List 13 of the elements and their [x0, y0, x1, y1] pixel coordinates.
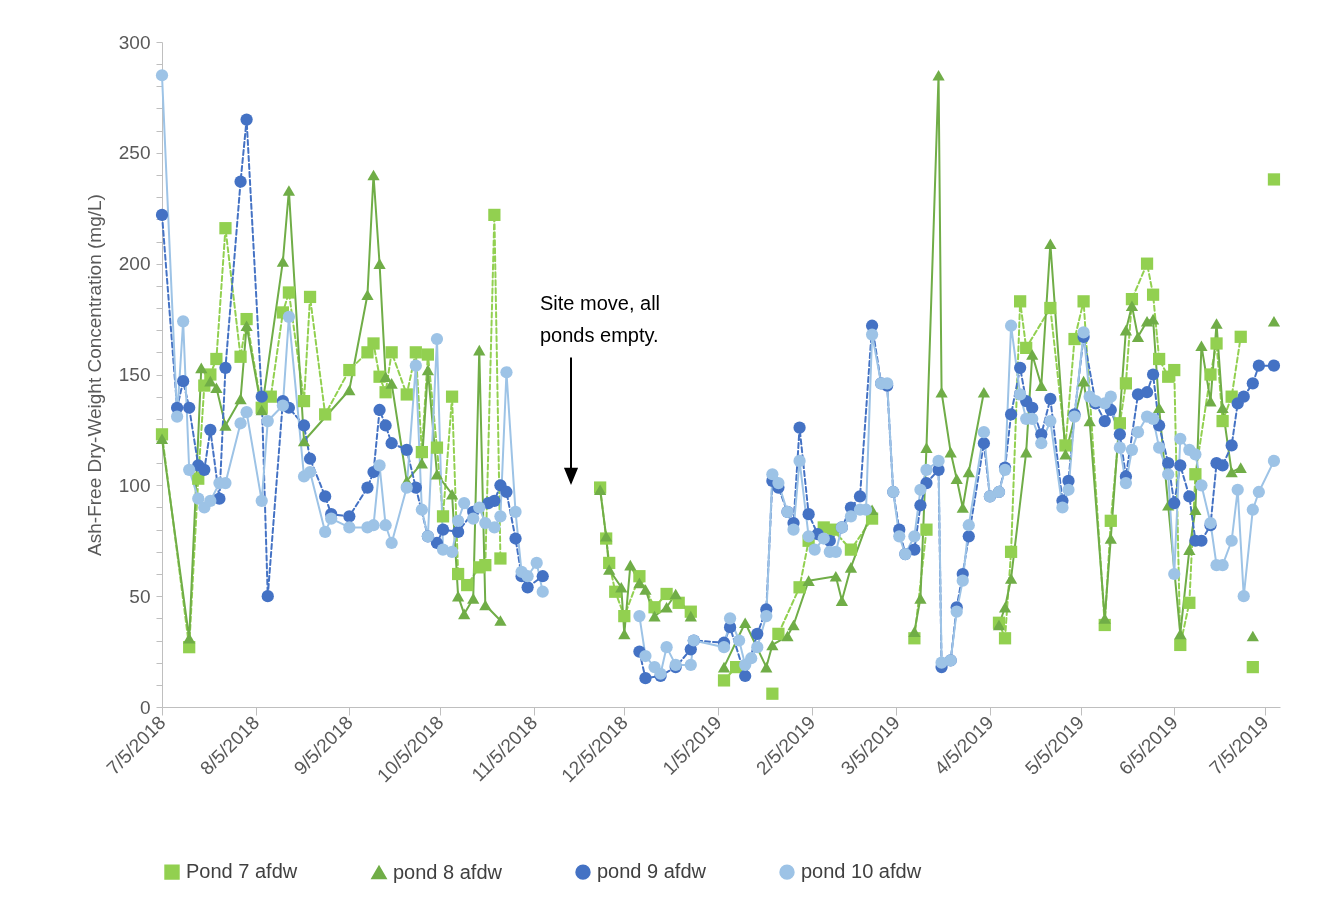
y-tick-label: 150	[118, 364, 151, 385]
y-tick-label: 0	[139, 696, 151, 718]
annotation: Site move, all ponds empty.	[540, 292, 661, 346]
legend-label: Pond 7 afdw	[186, 860, 298, 883]
y-tick-label: 300	[118, 31, 151, 53]
legend-label: pond 10 afdw	[801, 860, 922, 883]
y-tick-label: 50	[129, 585, 151, 607]
y-tick-label: 250	[118, 142, 151, 164]
legend-label: pond 9 afdw	[597, 860, 707, 883]
legend-label: pond 8 afdw	[393, 860, 503, 883]
y-tick-label: 100	[118, 474, 151, 496]
y-axis-title: Ash-Free Dry-Weight Concentration (mg/L)	[83, 194, 105, 556]
y-tick-label: 200	[118, 253, 151, 275]
